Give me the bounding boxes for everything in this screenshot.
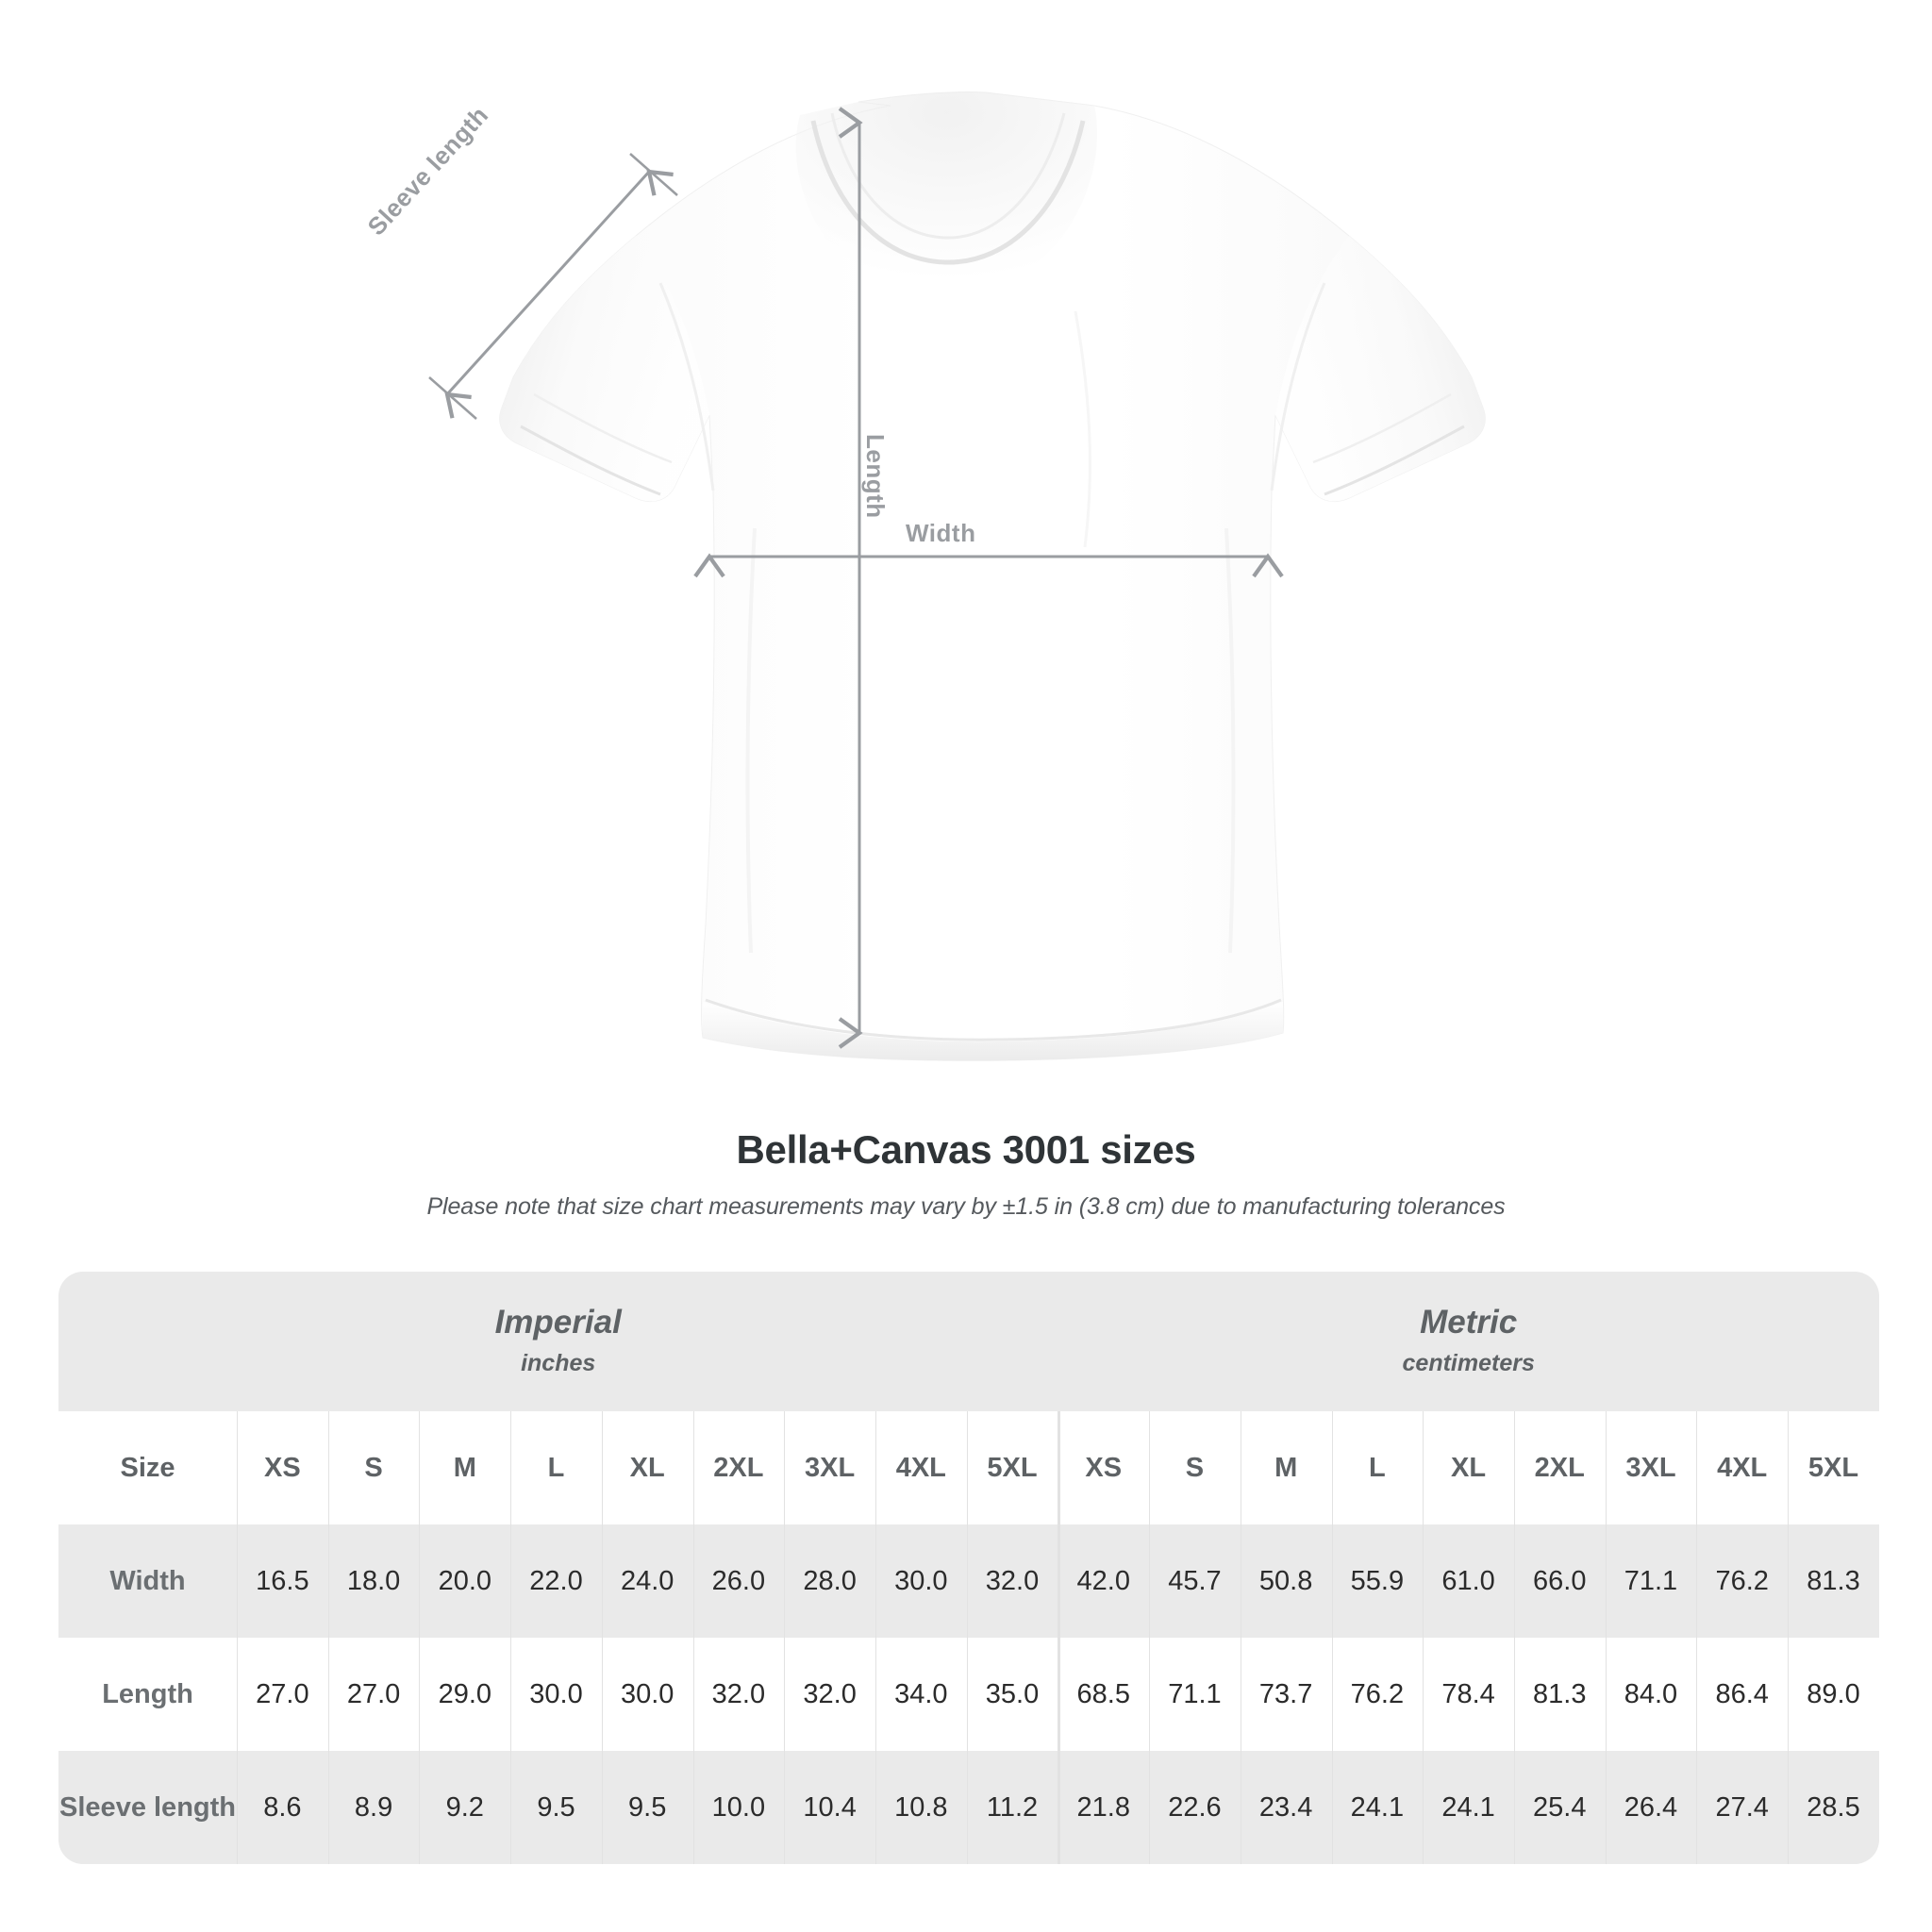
cell-sleeve-imperial-3xl: 10.4 [784, 1751, 875, 1864]
cell-width-imperial-l: 22.0 [510, 1524, 602, 1638]
cell-width-metric-2xl: 66.0 [1513, 1524, 1606, 1638]
row-label-length: Length [58, 1638, 238, 1751]
cell-sleeve-metric-l: 24.1 [1331, 1751, 1424, 1864]
cell-length-metric-m: 73.7 [1240, 1638, 1332, 1751]
cell-length-metric-5xl: 89.0 [1788, 1638, 1879, 1751]
size-table: Imperial inches Metric centimeters Size … [58, 1272, 1879, 1864]
title-block: Bella+Canvas 3001 sizes Please note that… [0, 1127, 1932, 1221]
cell-length-metric-xl: 78.4 [1423, 1638, 1514, 1751]
cell-width-imperial-xl: 24.0 [601, 1524, 693, 1638]
cell-width-metric-s: 45.7 [1149, 1524, 1241, 1638]
size-col-metric-2xl: 2XL [1513, 1411, 1606, 1524]
unit-group-imperial-name: Imperial [494, 1304, 622, 1341]
cell-length-imperial-l: 30.0 [510, 1638, 602, 1751]
page-title: Bella+Canvas 3001 sizes [736, 1127, 1196, 1172]
cell-sleeve-imperial-m: 9.2 [419, 1751, 511, 1864]
cell-length-imperial-s: 27.0 [327, 1638, 420, 1751]
cell-length-imperial-3xl: 32.0 [784, 1638, 875, 1751]
size-col-imperial-xs: XS [237, 1411, 328, 1524]
cell-width-imperial-xs: 16.5 [237, 1524, 328, 1638]
unit-group-header-row: Imperial inches Metric centimeters [58, 1272, 1879, 1411]
cell-sleeve-imperial-4xl: 10.8 [874, 1751, 967, 1864]
cell-sleeve-imperial-s: 8.9 [327, 1751, 420, 1864]
size-col-metric-xl: XL [1423, 1411, 1514, 1524]
size-col-imperial-5xl: 5XL [966, 1411, 1058, 1524]
cell-sleeve-metric-4xl: 27.4 [1696, 1751, 1789, 1864]
unit-group-metric: Metric centimeters [1058, 1272, 1879, 1411]
size-col-metric-m: M [1240, 1411, 1332, 1524]
unit-group-imperial: Imperial inches [58, 1272, 1058, 1411]
cell-length-imperial-xs: 27.0 [237, 1638, 328, 1751]
cell-sleeve-metric-xs: 21.8 [1058, 1751, 1150, 1864]
cell-sleeve-metric-xl: 24.1 [1423, 1751, 1514, 1864]
cell-length-metric-l: 76.2 [1331, 1638, 1424, 1751]
cell-width-metric-4xl: 76.2 [1696, 1524, 1789, 1638]
size-col-metric-s: S [1149, 1411, 1241, 1524]
cell-sleeve-imperial-xs: 8.6 [237, 1751, 328, 1864]
cell-sleeve-metric-5xl: 28.5 [1788, 1751, 1879, 1864]
cell-sleeve-metric-m: 23.4 [1240, 1751, 1332, 1864]
cell-width-imperial-3xl: 28.0 [784, 1524, 875, 1638]
cell-width-metric-xl: 61.0 [1423, 1524, 1514, 1638]
cell-width-imperial-s: 18.0 [327, 1524, 420, 1638]
cell-width-imperial-2xl: 26.0 [692, 1524, 785, 1638]
cell-width-imperial-m: 20.0 [419, 1524, 511, 1638]
size-col-imperial-m: M [419, 1411, 511, 1524]
table-row: Width 16.5 18.0 20.0 22.0 24.0 26.0 28.0… [58, 1524, 1879, 1638]
width-label: Width [906, 519, 976, 547]
size-header-label: Size [58, 1411, 238, 1524]
size-col-imperial-s: S [327, 1411, 420, 1524]
cell-length-imperial-2xl: 32.0 [692, 1638, 785, 1751]
cell-width-metric-l: 55.9 [1331, 1524, 1424, 1638]
size-col-imperial-3xl: 3XL [784, 1411, 875, 1524]
size-col-metric-l: L [1331, 1411, 1424, 1524]
cell-sleeve-imperial-2xl: 10.0 [692, 1751, 785, 1864]
length-label: Length [861, 434, 890, 519]
cell-length-imperial-xl: 30.0 [601, 1638, 693, 1751]
cell-width-imperial-5xl: 32.0 [966, 1524, 1058, 1638]
cell-width-metric-xs: 42.0 [1058, 1524, 1150, 1638]
tolerance-note: Please note that size chart measurements… [426, 1193, 1506, 1220]
cell-sleeve-metric-s: 22.6 [1149, 1751, 1241, 1864]
garment-diagram: Sleeve length Length Width [362, 91, 1486, 1061]
cell-width-metric-5xl: 81.3 [1788, 1524, 1879, 1638]
row-label-width: Width [58, 1524, 238, 1638]
cell-sleeve-imperial-5xl: 11.2 [966, 1751, 1058, 1864]
cell-length-imperial-5xl: 35.0 [966, 1638, 1058, 1751]
size-table-container: Imperial inches Metric centimeters Size … [58, 1272, 1879, 1864]
cell-sleeve-imperial-xl: 9.5 [601, 1751, 693, 1864]
size-col-metric-xs: XS [1058, 1411, 1150, 1524]
cell-length-metric-2xl: 81.3 [1513, 1638, 1606, 1751]
cell-length-imperial-m: 29.0 [419, 1638, 511, 1751]
table-row: Length 27.0 27.0 29.0 30.0 30.0 32.0 32.… [58, 1638, 1879, 1751]
cell-width-metric-m: 50.8 [1240, 1524, 1332, 1638]
cell-length-metric-3xl: 84.0 [1605, 1638, 1697, 1751]
cell-width-imperial-4xl: 30.0 [874, 1524, 967, 1638]
size-col-imperial-l: L [510, 1411, 602, 1524]
cell-length-metric-xs: 68.5 [1058, 1638, 1150, 1751]
cell-sleeve-imperial-l: 9.5 [510, 1751, 602, 1864]
table-row: Sleeve length 8.6 8.9 9.2 9.5 9.5 10.0 1… [58, 1751, 1879, 1864]
tshirt-illustration [499, 91, 1486, 1061]
unit-group-imperial-unit: inches [521, 1349, 596, 1376]
size-col-metric-3xl: 3XL [1605, 1411, 1697, 1524]
cell-sleeve-metric-2xl: 25.4 [1513, 1751, 1606, 1864]
row-label-sleeve-length: Sleeve length [58, 1751, 238, 1864]
cell-sleeve-metric-3xl: 26.4 [1605, 1751, 1697, 1864]
unit-group-metric-name: Metric [1420, 1304, 1518, 1341]
size-col-metric-5xl: 5XL [1788, 1411, 1879, 1524]
size-col-metric-4xl: 4XL [1696, 1411, 1789, 1524]
size-col-imperial-2xl: 2XL [692, 1411, 785, 1524]
cell-width-metric-3xl: 71.1 [1605, 1524, 1697, 1638]
size-col-imperial-xl: XL [601, 1411, 693, 1524]
unit-group-metric-unit: centimeters [1402, 1349, 1535, 1376]
cell-length-imperial-4xl: 34.0 [874, 1638, 967, 1751]
cell-length-metric-s: 71.1 [1149, 1638, 1241, 1751]
cell-length-metric-4xl: 86.4 [1696, 1638, 1789, 1751]
size-col-imperial-4xl: 4XL [874, 1411, 967, 1524]
size-header-row: Size XS S M L XL 2XL 3XL 4XL 5XL XS S M … [58, 1411, 1879, 1524]
